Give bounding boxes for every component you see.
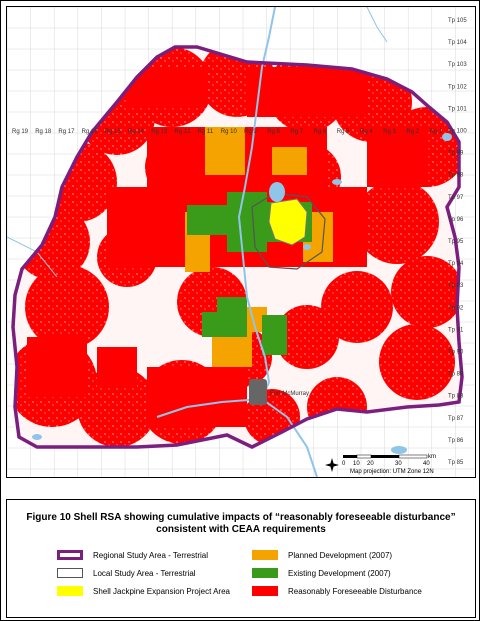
township-label: Tp 105: [448, 18, 467, 24]
map-canvas: Fort McMurray Rg 19 Rg 18 Rg 17 Rg 16 Rg 15 R…: [7, 7, 475, 477]
township-label: Tp 94: [448, 261, 464, 267]
range-label: Rg 13: [151, 129, 168, 135]
range-label: Rg 6: [314, 129, 327, 135]
township-label: Tp 91: [448, 327, 464, 333]
legend-item: Reasonably Foreseeable Disturbance: [252, 586, 422, 596]
legend-swatch: [252, 550, 278, 560]
scale-tick-1: 10: [353, 461, 360, 467]
township-label: Tp 100: [448, 129, 467, 135]
range-label: Rg 2: [406, 129, 419, 135]
legend-swatch: [252, 586, 278, 596]
range-label: Rg 5: [337, 129, 350, 135]
range-label: Rg 12: [174, 129, 191, 135]
range-label: Rg 9: [244, 129, 257, 135]
legend-swatch: [57, 550, 83, 560]
scale-tick-0: 0: [342, 461, 346, 467]
township-label: Tp 85: [448, 460, 464, 466]
legend-label: Regional Study Area - Terrestrial: [93, 550, 209, 560]
township-label: Tp 97: [448, 195, 464, 201]
township-label: Tp 90: [448, 350, 464, 356]
legend-swatch: [57, 586, 83, 596]
city-label: Fort McMurray: [270, 391, 309, 397]
local-study-area: [251, 192, 326, 270]
figure-title-line2: consistent with CEAA requirements: [156, 524, 326, 535]
township-label: Tp 88: [448, 394, 464, 400]
range-label: Rg 18: [35, 129, 52, 135]
scale-unit: km: [428, 454, 436, 460]
legend-panel: Figure 10 Shell RSA showing cumulative i…: [6, 499, 476, 618]
range-label: Rg 17: [58, 129, 75, 135]
fort-mcmurray-area: Fort McMurray: [249, 379, 309, 405]
legend-label: Local Study Area - Terrestrial: [93, 568, 196, 578]
township-label: Tp 93: [448, 283, 464, 289]
township-label: Tp 89: [448, 372, 464, 378]
legend-swatch: [57, 568, 83, 578]
scale-tick-3: 30: [395, 461, 402, 467]
legend-label: Existing Development (2007): [288, 568, 391, 578]
legend-item: Local Study Area - Terrestrial: [57, 568, 196, 578]
legend-label: Shell Jackpine Expansion Project Area: [93, 586, 230, 596]
township-label: Tp 99: [448, 151, 464, 157]
scale-tick-2: 20: [367, 461, 374, 467]
map-panel: Fort McMurray Rg 19 Rg 18 Rg 17 Rg 16 Rg 15 R…: [6, 6, 476, 478]
range-label: Rg 1: [430, 129, 443, 135]
township-label: Tp 87: [448, 416, 464, 422]
projection-note: Map projection: UTM Zone 12N: [350, 469, 434, 475]
township-label: Tp 98: [448, 173, 464, 179]
range-label: Rg 11: [198, 129, 214, 135]
range-label: Rg 15: [105, 129, 122, 135]
township-label: Tp 101: [448, 106, 467, 112]
legend-label: Planned Development (2007): [288, 550, 393, 560]
regional-study-area: [11, 45, 464, 449]
legend-item: Regional Study Area - Terrestrial: [57, 550, 208, 560]
range-label: Rg 16: [82, 129, 99, 135]
range-label: Rg 3: [383, 129, 396, 135]
township-label: Tp 96: [448, 217, 464, 223]
township-label: Tp 103: [448, 62, 467, 68]
range-label: Rg 7: [290, 129, 303, 135]
rivers: [7, 7, 388, 477]
legend-label: Reasonably Foreseeable Disturbance: [288, 586, 422, 596]
range-label: Rg 10: [221, 129, 238, 135]
range-label: Rg 19: [12, 129, 29, 135]
scale-tick-4: 40: [423, 461, 430, 467]
legend-item: Planned Development (2007): [252, 550, 392, 560]
jackpine-project-area: [268, 198, 308, 246]
township-label: Tp 95: [448, 239, 464, 245]
township-label: Tp 86: [448, 438, 464, 444]
scale-bar: km 0 10 20 30 40 Map projection: UTM Zon…: [342, 454, 436, 475]
compass-icon: [325, 458, 339, 472]
legend-item: Shell Jackpine Expansion Project Area: [57, 586, 230, 596]
range-label: Rg 14: [128, 129, 145, 135]
figure-title-line1: Figure 10 Shell RSA showing cumulative i…: [26, 512, 456, 523]
range-label: Rg 8: [267, 129, 280, 135]
township-label: Tp 102: [448, 84, 467, 90]
figure-title: Figure 10 Shell RSA showing cumulative i…: [7, 512, 475, 536]
legend-swatch: [252, 568, 278, 578]
lakes: [32, 133, 452, 454]
township-label: Tp 104: [448, 40, 467, 46]
legend-item: Existing Development (2007): [252, 568, 391, 578]
range-label: Rg 4: [360, 129, 373, 135]
township-label: Tp 92: [448, 305, 464, 311]
